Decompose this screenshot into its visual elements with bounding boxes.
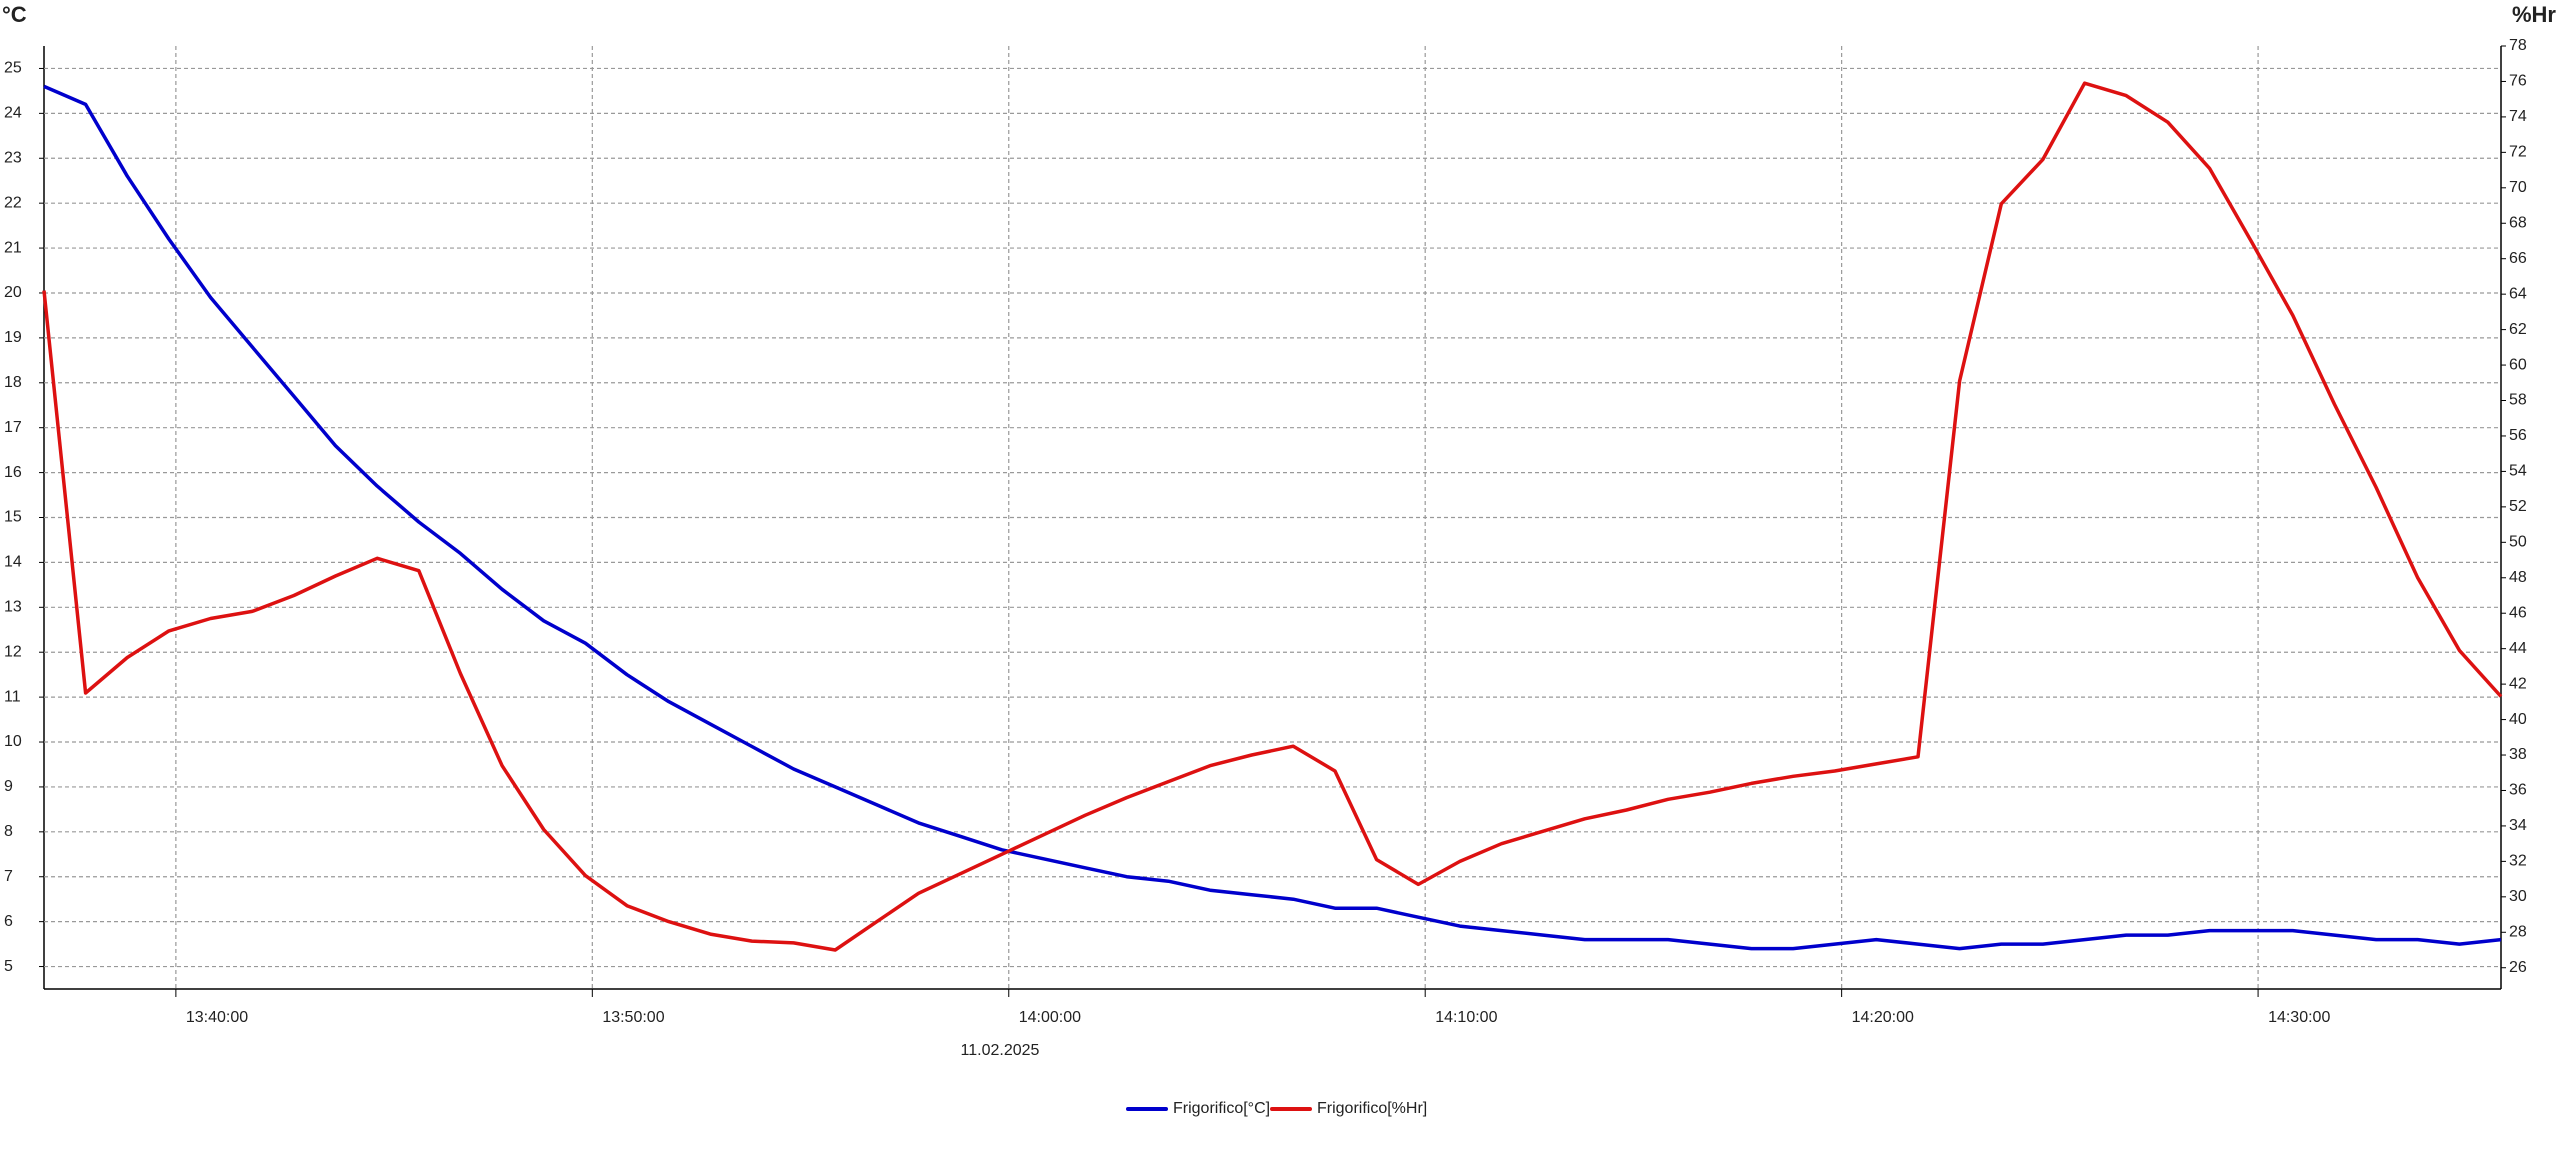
y-tick-label: 22 bbox=[4, 194, 22, 211]
x-tick-label: 13:50:00 bbox=[602, 1009, 664, 1026]
legend-label: Frigorifico[%Hr] bbox=[1317, 1100, 1427, 1117]
y-tick-label: 7 bbox=[4, 868, 13, 885]
data-line bbox=[43, 84, 2502, 951]
date-label: 11.02.2025 bbox=[961, 1042, 1040, 1059]
y2-tick-label: 66 bbox=[2509, 250, 2527, 267]
y-tick-label: 16 bbox=[4, 464, 22, 481]
y2-tick-label: 42 bbox=[2509, 675, 2527, 692]
y-tick-label: 17 bbox=[4, 419, 22, 436]
y2-tick-label: 60 bbox=[2509, 356, 2527, 373]
y-axis-label: °C bbox=[2, 2, 27, 27]
y2-tick-label: 74 bbox=[2509, 108, 2527, 125]
y-tick-label: 6 bbox=[4, 913, 13, 930]
legend-label: Frigorifico[°C] bbox=[1173, 1100, 1270, 1117]
y2-tick-label: 54 bbox=[2509, 463, 2527, 480]
y2-tick-label: 76 bbox=[2509, 73, 2527, 90]
y2-tick-label: 30 bbox=[2509, 888, 2527, 905]
y2-tick-label: 34 bbox=[2509, 817, 2527, 834]
y2-tick-label: 56 bbox=[2509, 427, 2527, 444]
y-tick-label: 9 bbox=[4, 778, 13, 795]
y2-tick-label: 72 bbox=[2509, 144, 2527, 161]
y2-tick-label: 64 bbox=[2509, 285, 2527, 302]
x-tick-label: 14:30:00 bbox=[2268, 1009, 2330, 1026]
x-tick-label: 13:40:00 bbox=[186, 1009, 248, 1026]
y2-tick-label: 32 bbox=[2509, 853, 2527, 870]
y2-tick-label: 78 bbox=[2509, 37, 2527, 54]
y2-tick-label: 26 bbox=[2509, 959, 2527, 976]
y2-tick-label: 38 bbox=[2509, 746, 2527, 763]
y-tick-label: 5 bbox=[4, 958, 13, 975]
x-tick-label: 14:00:00 bbox=[1019, 1009, 1081, 1026]
y2-tick-label: 44 bbox=[2509, 640, 2527, 657]
y2-tick-label: 50 bbox=[2509, 534, 2527, 551]
y-tick-label: 8 bbox=[4, 823, 13, 840]
y2-tick-label: 40 bbox=[2509, 711, 2527, 728]
y-tick-label: 20 bbox=[4, 284, 22, 301]
y-tick-label: 18 bbox=[4, 374, 22, 391]
y2-tick-label: 70 bbox=[2509, 179, 2527, 196]
y-tick-label: 12 bbox=[4, 643, 22, 660]
y-tick-label: 14 bbox=[4, 554, 22, 571]
y-tick-label: 15 bbox=[4, 509, 22, 526]
y2-axis-label: %Hr bbox=[2512, 2, 2556, 27]
y-tick-label: 11 bbox=[4, 688, 21, 705]
y-tick-label: 23 bbox=[4, 149, 22, 166]
y2-tick-label: 62 bbox=[2509, 321, 2527, 338]
y-tick-label: 19 bbox=[4, 329, 22, 346]
y2-tick-label: 58 bbox=[2509, 392, 2527, 409]
x-tick-label: 14:20:00 bbox=[1852, 1009, 1914, 1026]
y2-tick-label: 36 bbox=[2509, 782, 2527, 799]
y-tick-label: 10 bbox=[4, 733, 22, 750]
y2-tick-label: 46 bbox=[2509, 604, 2527, 621]
y2-tick-label: 48 bbox=[2509, 569, 2527, 586]
y2-tick-label: 68 bbox=[2509, 214, 2527, 231]
y-tick-label: 24 bbox=[4, 105, 22, 122]
y2-tick-label: 52 bbox=[2509, 498, 2527, 515]
y-tick-label: 21 bbox=[4, 239, 22, 256]
y-tick-label: 13 bbox=[4, 599, 22, 616]
y-tick-label: 25 bbox=[4, 60, 22, 77]
x-tick-label: 14:10:00 bbox=[1435, 1009, 1497, 1026]
data-line bbox=[42, 81, 2503, 952]
y2-tick-label: 28 bbox=[2509, 923, 2527, 940]
